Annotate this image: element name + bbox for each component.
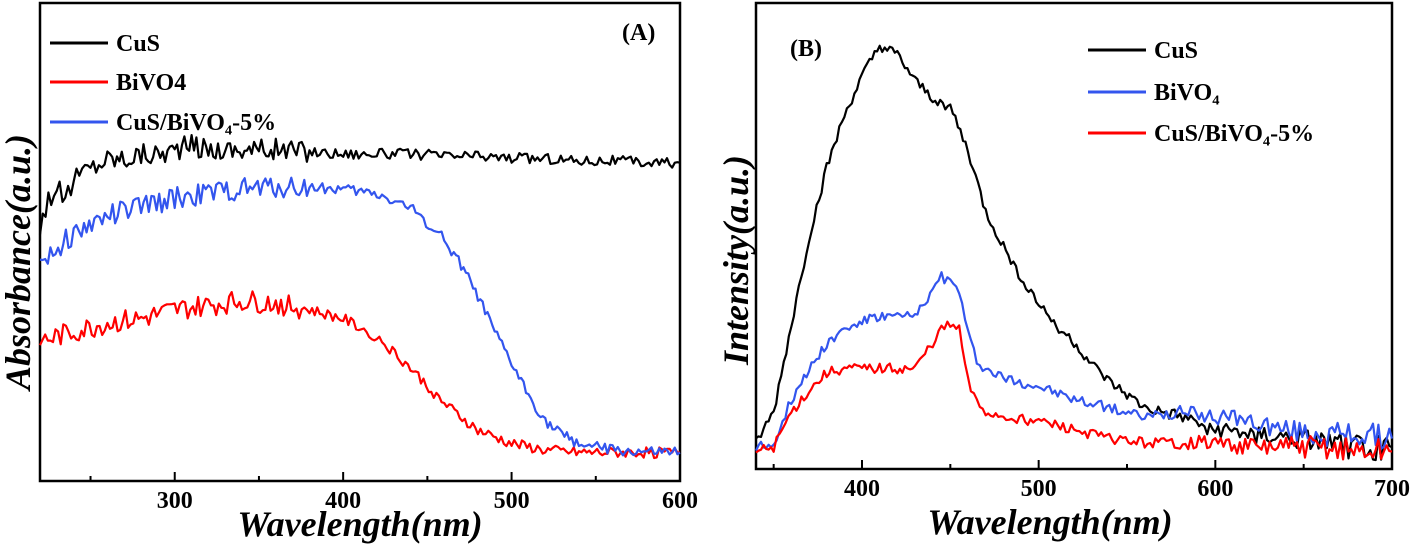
panel-a-xtick-label-0: 300 (157, 488, 193, 514)
panel-b-tag: (B) (790, 36, 822, 62)
panel-b-xlabel: Wavelength(nm) (927, 502, 1172, 542)
panel-a-series-line-1 (39, 290, 681, 460)
panel-a-series-line-2 (39, 176, 681, 457)
panel-b-xtick-label-3: 700 (1374, 476, 1410, 502)
panel-b-ylabel: Intensity(a.u.) (716, 155, 756, 366)
panel-a-ylabel: Absorbance(a.u.) (0, 134, 38, 392)
panel-b-legend-label-2: CuS/BiVO₄-5% (1154, 121, 1314, 147)
panel-b-x-ticks (772, 460, 1393, 469)
panel-a-frame (38, 1, 682, 483)
panel-a-xlabel: Wavelength(nm) (237, 504, 482, 544)
panel-a-legend-label-2: CuS/BiVO₄-5% (116, 110, 276, 136)
panel-a-xtick-label-2: 500 (494, 488, 530, 514)
panel-b-xtick-label-2: 600 (1197, 476, 1233, 502)
panel-a-legend-label-0: CuS (116, 31, 160, 57)
panel-a-xtick-label-1: 400 (325, 488, 361, 514)
panel-b-legend: CuS BiVO₄ CuS/BiVO₄-5% (1088, 38, 1314, 147)
panel-b-xtick-label-1: 500 (1021, 476, 1057, 502)
panel-b: 400 500 600 700 Wavelength(nm) Intensity… (716, 1, 1410, 542)
panel-b-xtick-label-0: 400 (844, 476, 880, 502)
panel-b-series (755, 44, 1394, 462)
panel-a-tag: (A) (622, 20, 655, 46)
panel-a: 300 400 500 600 Wavelength(nm) Absorbanc… (0, 1, 698, 544)
panel-a-series-line-0 (38, 134, 681, 235)
panel-b-legend-label-0: CuS (1154, 38, 1198, 64)
panel-b-series-line-0 (755, 44, 1393, 462)
panel-a-legend-label-1: BiVO4 (116, 70, 186, 96)
panel-a-xtick-label-3: 600 (662, 488, 698, 514)
panel-a-series (38, 134, 681, 460)
panel-b-series-line-2 (755, 320, 1393, 461)
panel-b-legend-label-1: BiVO₄ (1154, 80, 1219, 106)
panel-b-series-line-1 (755, 271, 1394, 452)
panel-b-frame (754, 1, 1394, 471)
panel-a-x-ticks (89, 472, 681, 481)
panel-a-legend: CuS BiVO4 CuS/BiVO₄-5% (50, 31, 276, 136)
